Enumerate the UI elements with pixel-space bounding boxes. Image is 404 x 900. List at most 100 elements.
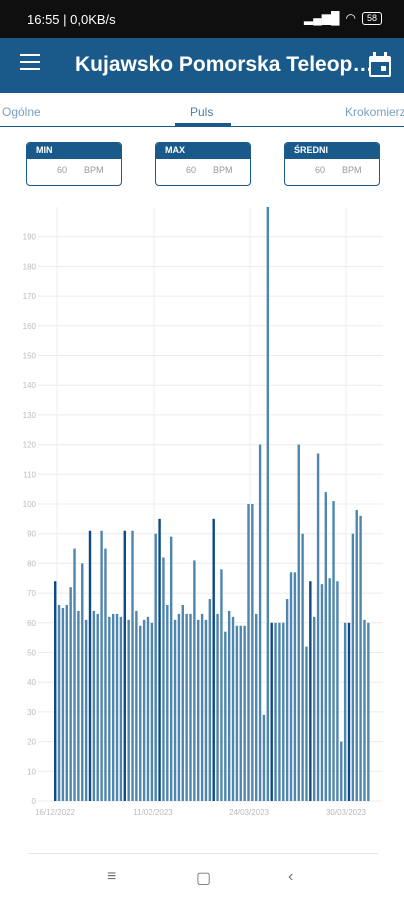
bar[interactable]: [363, 619, 366, 801]
bar[interactable]: [169, 536, 173, 801]
bar[interactable]: [73, 548, 76, 801]
bar[interactable]: [278, 622, 281, 801]
bar[interactable]: [220, 569, 223, 801]
bar[interactable]: [127, 619, 130, 801]
y-tick-label: 150: [23, 352, 37, 361]
bar[interactable]: [235, 625, 239, 801]
bar[interactable]: [367, 622, 370, 801]
bar[interactable]: [115, 613, 119, 801]
bar[interactable]: [227, 610, 231, 801]
bar[interactable]: [224, 631, 227, 801]
stat-unit: BPM: [213, 165, 233, 175]
bar[interactable]: [135, 610, 138, 801]
bar[interactable]: [54, 581, 57, 801]
bar[interactable]: [142, 619, 146, 801]
bar[interactable]: [231, 616, 235, 801]
bar[interactable]: [343, 622, 347, 801]
bar[interactable]: [81, 563, 84, 801]
bar[interactable]: [104, 548, 107, 801]
pulse-chart[interactable]: 0 10 20 30 40 50 60 70 80 90 100 110 120 130 140 150 160…: [0, 195, 404, 825]
bar[interactable]: [154, 533, 157, 801]
stat-unit: BPM: [342, 165, 362, 175]
bar[interactable]: [332, 501, 335, 801]
bar[interactable]: [262, 714, 266, 801]
tab-puls[interactable]: Puls: [190, 105, 214, 119]
bar[interactable]: [247, 504, 250, 801]
bar[interactable]: [177, 613, 181, 801]
bar[interactable]: [309, 581, 312, 801]
bar[interactable]: [57, 604, 61, 801]
bar[interactable]: [297, 444, 300, 801]
bar[interactable]: [181, 604, 184, 801]
bar[interactable]: [293, 572, 297, 801]
bar[interactable]: [274, 622, 277, 801]
bar[interactable]: [119, 616, 123, 801]
bar[interactable]: [216, 613, 219, 801]
bar[interactable]: [266, 207, 270, 801]
stat-card-average: ŚREDNI 60 BPM: [284, 142, 380, 186]
bar[interactable]: [197, 619, 200, 801]
back-button[interactable]: ‹: [288, 868, 294, 885]
bar[interactable]: [301, 533, 304, 801]
bar[interactable]: [282, 622, 285, 801]
bar[interactable]: [347, 622, 351, 801]
bar[interactable]: [305, 646, 308, 801]
bar[interactable]: [139, 625, 142, 801]
bar[interactable]: [285, 599, 289, 801]
bar[interactable]: [150, 622, 154, 801]
bar[interactable]: [243, 625, 246, 801]
bar[interactable]: [162, 557, 165, 801]
bar[interactable]: [328, 578, 331, 801]
bar[interactable]: [193, 560, 196, 801]
bar[interactable]: [212, 518, 215, 801]
bar[interactable]: [355, 509, 358, 801]
bar[interactable]: [200, 613, 204, 801]
calendar-icon[interactable]: [367, 51, 393, 79]
bar[interactable]: [131, 530, 134, 801]
bar[interactable]: [289, 572, 293, 801]
bar[interactable]: [111, 613, 115, 801]
bar[interactable]: [96, 613, 99, 801]
bar[interactable]: [61, 607, 65, 801]
bar[interactable]: [100, 530, 103, 801]
bar[interactable]: [185, 613, 188, 801]
y-tick-label: 30: [27, 708, 36, 717]
bar[interactable]: [92, 610, 96, 801]
bar[interactable]: [88, 530, 92, 801]
bar[interactable]: [239, 625, 242, 801]
bar[interactable]: [316, 453, 320, 801]
tab-ogolne[interactable]: Ogólne: [2, 105, 41, 119]
bar[interactable]: [173, 619, 177, 801]
home-button[interactable]: ▢: [196, 870, 212, 887]
menu-icon[interactable]: [20, 54, 40, 70]
bar[interactable]: [146, 616, 150, 801]
bar[interactable]: [166, 604, 169, 801]
bar[interactable]: [320, 584, 324, 801]
bar[interactable]: [313, 616, 316, 801]
bar[interactable]: [251, 504, 254, 801]
bar[interactable]: [351, 533, 355, 801]
bar[interactable]: [336, 581, 339, 801]
bar[interactable]: [270, 622, 273, 801]
bar[interactable]: [84, 619, 88, 801]
divider: [28, 853, 378, 854]
bar[interactable]: [123, 530, 126, 801]
tab-krokomierz[interactable]: Krokomierz: [345, 105, 404, 119]
stat-label: ŚREDNI: [285, 143, 379, 159]
x-tick-label: 11/02/2023: [133, 808, 173, 817]
bar[interactable]: [255, 613, 258, 801]
bar[interactable]: [65, 604, 68, 801]
bar[interactable]: [108, 616, 111, 801]
bar[interactable]: [158, 518, 161, 801]
wifi-icon: ◠: [345, 11, 356, 25]
bar[interactable]: [69, 587, 72, 801]
bar[interactable]: [189, 613, 192, 801]
bar[interactable]: [258, 444, 262, 801]
bar[interactable]: [204, 619, 208, 801]
bar[interactable]: [208, 599, 212, 801]
bar[interactable]: [77, 610, 80, 801]
recents-button[interactable]: ≡: [107, 868, 117, 885]
bar[interactable]: [340, 741, 343, 801]
bar[interactable]: [324, 492, 328, 801]
bar[interactable]: [359, 515, 362, 801]
